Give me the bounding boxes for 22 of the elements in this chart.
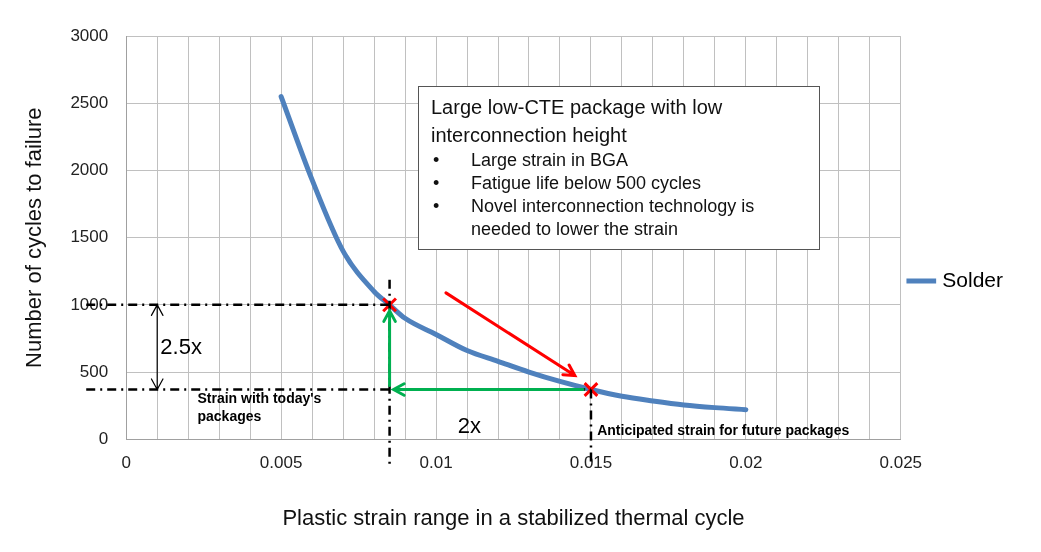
y-tick-label: 3000 [70,25,109,45]
y-tick-label: 2500 [70,93,109,113]
x-tick-label: 0 [121,453,131,473]
legend-label: Solder [942,267,1004,291]
x-tick-label: 0.01 [419,453,453,473]
y-tick-label: 1000 [70,294,109,314]
y-tick-label: 0 [98,428,109,448]
text-box: Large low-CTE package with low interconnection height • Large strain in BGA • Fatigue life below 500 cycles • Novel interconnection technology is needed to lower the strain [418,86,820,250]
x-tick-label: 0.015 [569,453,613,473]
y-tick-label: 2000 [70,160,109,180]
x-tick-label: 0.005 [259,453,303,473]
x-tick-label: 0.02 [729,453,763,473]
annotation: Anticipated strain for future packages [597,422,850,438]
x-axis-title: Plastic strain range in a stabilized thermal cycle [282,504,745,530]
x-tick-label: 0.025 [879,453,923,473]
y-axis-title: Number of cycles to failure [21,107,47,368]
y-tick-label: 500 [79,361,109,381]
annotation: Large low-CTE package with low interconnection height [431,95,724,148]
y-tick-label: 1500 [70,227,109,247]
annotation: 2x [457,413,481,439]
annotation: Strain with today's packages [197,389,322,424]
annotation: 2.5x [160,333,202,359]
